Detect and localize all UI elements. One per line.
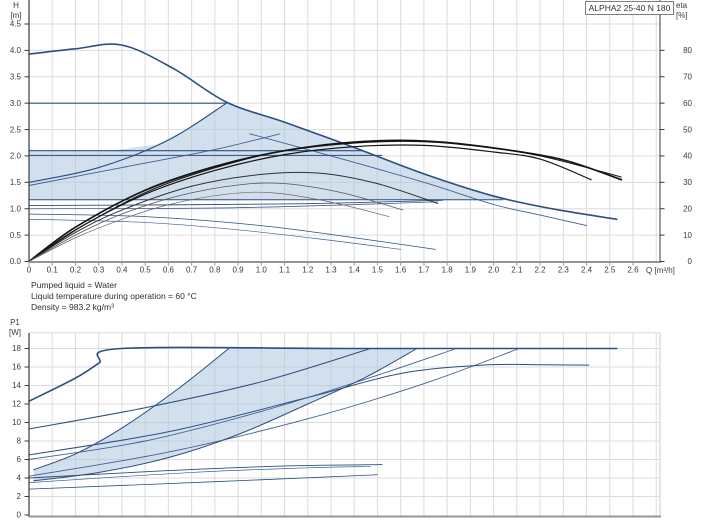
eta-tick-label: 80	[683, 46, 692, 55]
y-tick-label: 3.0	[10, 99, 22, 108]
eta-curve-max-3	[28, 139, 622, 262]
y-tick-label: 18	[12, 344, 21, 353]
y-tick-label: 2.0	[10, 152, 22, 161]
x-tick-label: 0	[27, 266, 32, 275]
y-axis-title-line2: [m]	[10, 10, 22, 20]
p1-curve-16w	[28, 363, 590, 456]
x-tick-label: 2.1	[511, 266, 523, 275]
x-tick-label: 2.4	[581, 266, 593, 275]
p1-axis-title-line1: P1	[10, 318, 20, 327]
p1-speed-iii	[28, 346, 618, 403]
y-tick-label: 6	[17, 455, 22, 464]
eta-tick-label: 0	[688, 257, 693, 266]
y-tick-label: 1.0	[10, 204, 22, 213]
p1-curve-rising-a	[28, 348, 457, 460]
y-tick-label: 4.5	[10, 20, 22, 29]
x-tick-label: 1.5	[372, 266, 384, 275]
y-tick-label: 0.0	[10, 257, 22, 266]
eta-tick-label: 70	[683, 72, 692, 81]
p1-autoadapt-upper	[33, 348, 230, 471]
eta-tick-label: 10	[683, 231, 692, 240]
p1-curve-rising-b	[28, 348, 520, 477]
p1-min-c	[28, 474, 378, 490]
y-tick-label: 14	[12, 381, 21, 390]
y-tick-label: 4	[17, 474, 22, 483]
top-chart-y-axis-title: H [m]	[4, 1, 28, 20]
eta-curve-mid	[28, 171, 439, 262]
x-tick-label: 2.5	[604, 266, 616, 275]
const-pressure-1.1m	[28, 199, 443, 207]
x-tick-label: 2.2	[534, 266, 546, 275]
bottom-chart-y-axis-title: P1 [W]	[3, 318, 27, 337]
y-tick-label: 3.5	[10, 72, 22, 81]
y2-axis-title-line2: [%]	[676, 10, 688, 20]
x-tick-label: 1.8	[442, 266, 454, 275]
x-tick-label: 1.2	[302, 266, 314, 275]
x-tick-label: 1.4	[349, 266, 361, 275]
x-tick-label: 0.1	[47, 266, 59, 275]
prop-pressure-lower	[28, 133, 281, 186]
p1-autoadapt-lower	[33, 348, 418, 482]
x-tick-label: 1.6	[395, 266, 407, 275]
x-tick-label: 0.9	[233, 266, 245, 275]
p1-axis-title-line2: [W]	[9, 327, 21, 337]
eta-tick-label: 60	[683, 99, 692, 108]
x-tick-label: 1.0	[256, 266, 268, 275]
eta-tick-label: 20	[683, 204, 692, 213]
x-tick-label: 0.4	[116, 266, 128, 275]
eta-tick-label: 50	[683, 125, 692, 134]
p1-min-b	[28, 466, 371, 483]
p1-min-a	[28, 464, 383, 479]
top-chart-x-axis-title: Q [m³/h]	[646, 266, 675, 275]
min-curve-b	[28, 218, 402, 250]
x-tick-label: 2.6	[627, 266, 639, 275]
y-tick-label: 0	[17, 511, 22, 520]
x-tick-label: 0.7	[186, 266, 198, 275]
y-tick-label: 12	[12, 400, 21, 409]
y-axis-title-line1: H	[13, 1, 19, 10]
eta-curve-low-2	[28, 191, 390, 262]
y-tick-label: 2	[17, 492, 22, 501]
y-tick-label: 0.5	[10, 231, 22, 240]
speed-curve-secondary	[249, 133, 587, 227]
note-density: Density = 983.2 kg/m³	[31, 302, 114, 312]
x-tick-label: 2.0	[488, 266, 500, 275]
eta-curve-max-2	[28, 144, 592, 263]
note-pumped-liquid: Pumped liquid = Water	[31, 280, 117, 290]
const-pressure-1.0m	[28, 201, 439, 210]
y-tick-label: 2.5	[10, 125, 22, 134]
y-tick-label: 1.5	[10, 178, 22, 187]
autoadapt-range-head	[29, 103, 503, 200]
x-tick-label: 0.2	[70, 266, 82, 275]
x-tick-label: 1.7	[418, 266, 430, 275]
y-tick-label: 4.0	[10, 46, 22, 55]
x-tick-label: 0.5	[140, 266, 152, 275]
x-tick-label: 0.3	[93, 266, 105, 275]
eta-curve-low-1	[28, 182, 404, 262]
x-tick-label: 1.3	[325, 266, 337, 275]
liquid-notes: Pumped liquid = Water Liquid temperature…	[31, 280, 197, 313]
max-curve-speed-iii	[28, 43, 618, 221]
pump-model-title: ALPHA2 25-40 N 180	[585, 1, 674, 15]
y2-axis-title-line1: eta	[676, 1, 688, 10]
y-tick-label: 8	[17, 437, 22, 446]
x-tick-label: 1.9	[465, 266, 477, 275]
x-tick-label: 1.1	[279, 266, 291, 275]
p1-speed-ii	[28, 348, 371, 430]
autoadapt-range-power	[33, 348, 417, 481]
eta-tick-label: 30	[683, 178, 692, 187]
x-tick-label: 2.3	[558, 266, 570, 275]
note-liquid-temperature: Liquid temperature during operation = 60…	[31, 291, 197, 301]
eta-tick-label: 40	[683, 152, 692, 161]
x-tick-label: 0.8	[209, 266, 221, 275]
top-chart-y2-axis-title: eta [%]	[676, 1, 704, 20]
y-tick-label: 10	[12, 418, 21, 427]
prop-pressure-upper	[28, 102, 228, 183]
x-tick-label: 0.6	[163, 266, 175, 275]
y-tick-label: 16	[12, 363, 21, 372]
